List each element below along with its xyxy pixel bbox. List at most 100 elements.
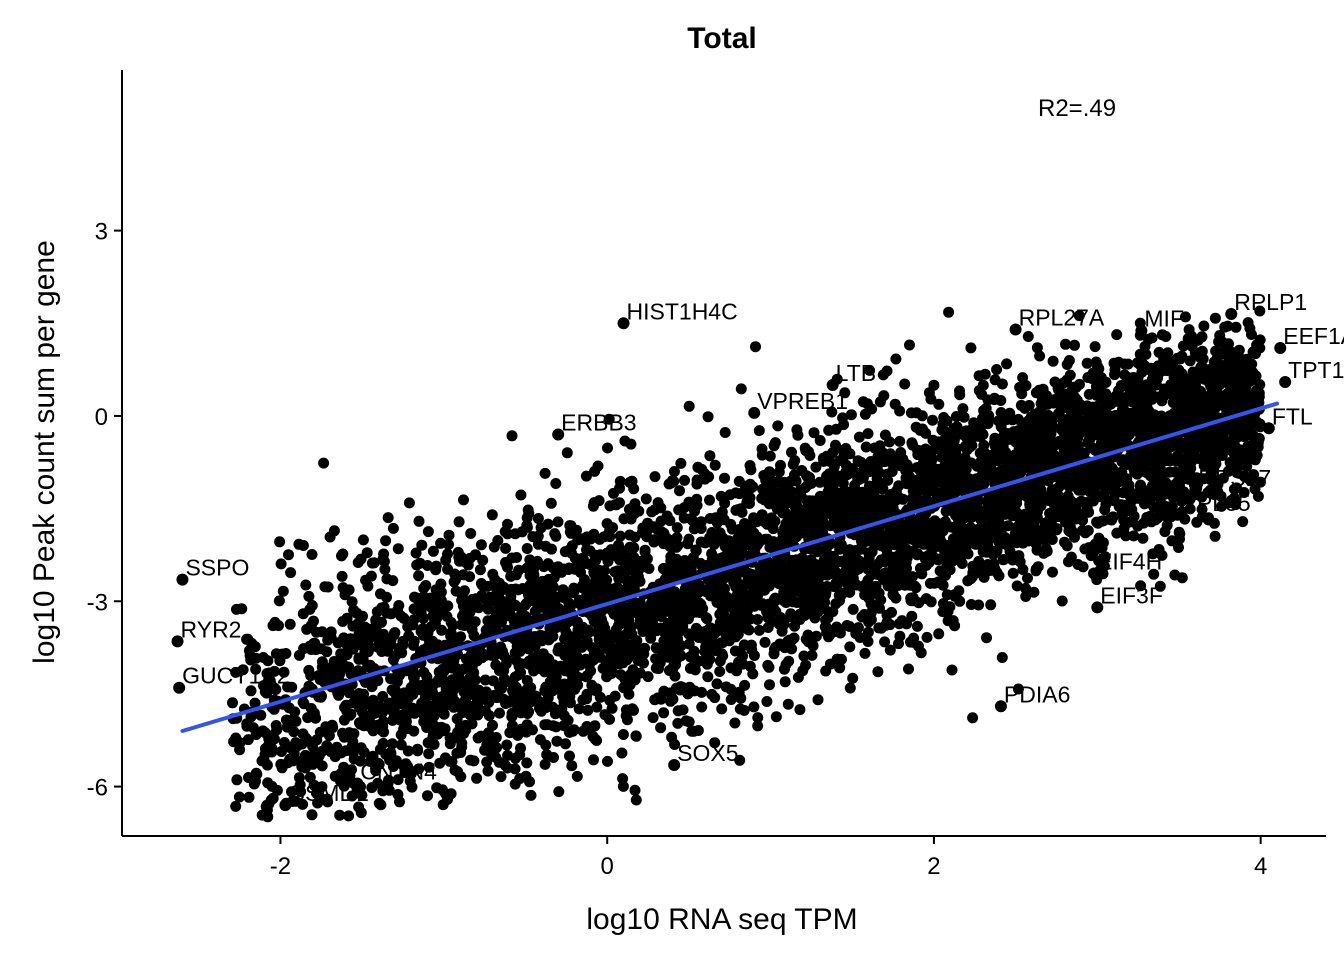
scatter-point <box>977 429 989 440</box>
scatter-point <box>483 595 495 607</box>
scatter-point <box>564 526 576 538</box>
scatter-point <box>688 581 700 593</box>
scatter-point <box>877 369 889 381</box>
scatter-point <box>702 411 714 423</box>
scatter-point <box>737 650 749 662</box>
scatter-point <box>378 556 390 567</box>
scatter-point <box>278 666 290 678</box>
scatter-point <box>704 622 716 634</box>
scatter-point <box>1092 517 1104 529</box>
scatter-point <box>1211 451 1223 463</box>
scatter-point <box>559 665 571 677</box>
scatter-point <box>1057 496 1069 508</box>
scatter-point <box>1121 484 1132 496</box>
scatter-point <box>541 683 553 695</box>
scatter-point <box>956 558 968 569</box>
scatter-point <box>344 709 356 721</box>
scatter-point <box>395 739 407 751</box>
scatter-point <box>624 541 636 553</box>
scatter-point <box>671 522 683 534</box>
scatter-point <box>1072 413 1084 425</box>
scatter-point <box>1198 320 1210 332</box>
scatter-point <box>837 477 849 489</box>
scatter-point <box>318 457 330 469</box>
scatter-point <box>946 461 958 473</box>
scatter-point <box>770 711 782 723</box>
scatter-point <box>845 409 857 421</box>
scatter-point <box>1111 329 1123 341</box>
scatter-point <box>768 494 780 506</box>
scatter-point <box>1220 402 1232 414</box>
scatter-point <box>826 406 838 418</box>
scatter-point <box>729 717 741 729</box>
scatter-point <box>674 485 685 497</box>
scatter-point <box>245 711 257 723</box>
scatter-point <box>250 652 262 664</box>
scatter-point <box>758 584 770 596</box>
scatter-point <box>655 526 667 538</box>
scatter-point <box>1063 556 1074 568</box>
scatter-point <box>679 474 690 486</box>
scatter-point <box>346 741 358 752</box>
scatter-point <box>956 533 968 545</box>
scatter-point <box>763 661 775 673</box>
scatter-point <box>1245 472 1257 483</box>
scatter-point <box>879 636 891 648</box>
scatter-point <box>297 696 309 708</box>
scatter-point <box>657 563 669 575</box>
scatter-point <box>614 475 626 487</box>
scatter-point <box>692 725 704 736</box>
scatter-point <box>1047 355 1059 367</box>
scatter-point <box>375 588 386 600</box>
scatter-point <box>734 703 746 715</box>
scatter-point <box>639 610 651 622</box>
scatter-point <box>847 573 859 585</box>
scatter-point <box>413 515 425 527</box>
scatter-point <box>300 579 312 591</box>
scatter-point <box>316 626 328 638</box>
scatter-point <box>709 459 721 471</box>
scatter-point <box>505 570 517 582</box>
scatter-point <box>1017 521 1029 533</box>
scatter-point <box>487 620 499 631</box>
scatter-point <box>968 502 980 513</box>
scatter-point <box>362 580 374 592</box>
scatter-point <box>1053 505 1065 517</box>
scatter-point <box>894 435 906 447</box>
scatter-point <box>408 725 420 737</box>
scatter-point <box>398 612 410 624</box>
scatter-point <box>569 563 581 575</box>
scatter-point <box>718 573 730 585</box>
scatter-point <box>1179 437 1191 449</box>
scatter-point <box>662 590 674 602</box>
scatter-point <box>836 575 848 587</box>
scatter-point <box>297 798 309 810</box>
scatter-point <box>1060 338 1071 350</box>
scatter-point <box>539 719 551 731</box>
scatter-point <box>267 792 279 804</box>
scatter-point <box>617 780 629 792</box>
scatter-point <box>403 497 415 509</box>
scatter-point <box>1168 490 1180 502</box>
scatter-point <box>316 760 328 772</box>
scatter-point <box>791 597 803 608</box>
scatter-point <box>413 763 425 775</box>
scatter-point <box>735 383 747 395</box>
scatter-point <box>650 602 662 614</box>
scatter-point <box>601 671 613 683</box>
scatter-point <box>685 559 697 571</box>
scatter-point <box>534 629 546 641</box>
scatter-point <box>1176 486 1188 498</box>
scatter-point <box>297 608 309 620</box>
scatter-point <box>428 678 440 690</box>
scatter-point <box>506 430 518 442</box>
scatter-point <box>445 788 457 800</box>
scatter-point <box>527 531 539 543</box>
scatter-point <box>965 599 977 610</box>
scatter-point <box>581 693 592 705</box>
scatter-point <box>312 797 324 809</box>
scatter-point <box>613 539 624 551</box>
scatter-point <box>1198 460 1210 472</box>
scatter-point <box>322 634 334 646</box>
scatter-point <box>242 734 254 746</box>
